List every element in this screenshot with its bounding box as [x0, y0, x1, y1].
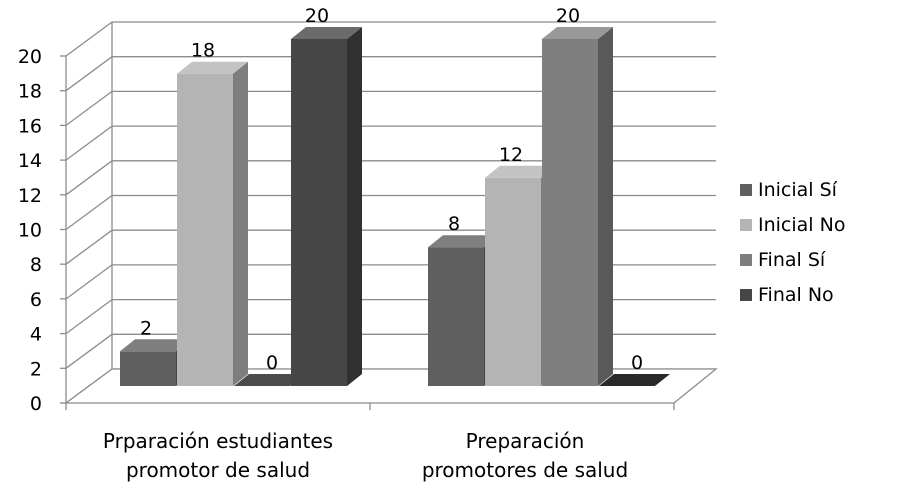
gridline	[65, 298, 716, 335]
legend-item: Final Sí	[740, 242, 845, 277]
legend-label: Inicial Sí	[758, 178, 837, 201]
bar-front	[177, 73, 233, 386]
gridline	[65, 160, 716, 196]
x-category-label: Preparación	[466, 429, 585, 453]
bar-top	[485, 165, 556, 178]
bar-top	[599, 374, 670, 386]
bar-front	[291, 39, 347, 386]
legend-label: Final Sí	[758, 248, 826, 271]
legend-swatch	[740, 288, 752, 301]
bar-front	[120, 351, 176, 386]
y-tick-label: 8	[30, 254, 42, 276]
legend-label: Inicial No	[758, 213, 846, 236]
data-label: 2	[140, 317, 152, 339]
data-label: 18	[191, 40, 215, 62]
y-tick-label: 2	[30, 358, 42, 380]
bar-front	[485, 177, 541, 386]
y-tick-label: 0	[30, 393, 42, 415]
legend-swatch	[740, 183, 752, 196]
bar-top	[120, 339, 191, 352]
legend-item: Inicial Sí	[740, 172, 845, 207]
gridline	[65, 125, 716, 161]
y-tick-label: 18	[18, 81, 42, 103]
legend-item: Final No	[740, 277, 845, 312]
legend-item: Inicial No	[740, 207, 845, 242]
bar-top	[234, 374, 305, 386]
bar-top	[177, 61, 248, 74]
gridline	[65, 229, 716, 265]
y-tick-label: 20	[18, 46, 42, 68]
bar-top	[542, 27, 613, 39]
bar-side	[598, 27, 613, 386]
gridline	[65, 194, 716, 231]
bar-top	[291, 27, 362, 39]
x-category-label: promotores de salud	[422, 458, 628, 482]
data-label: 20	[305, 5, 329, 27]
bar-side	[233, 61, 248, 386]
legend: Inicial Sí Inicial No Final Sí Final No	[740, 172, 845, 312]
y-tick-label: 10	[18, 220, 42, 242]
data-label: 20	[556, 5, 580, 27]
bar-side	[347, 27, 362, 386]
data-label: 0	[631, 352, 643, 374]
x-category-label: promotor de salud	[126, 458, 310, 482]
bar-front	[542, 39, 598, 386]
y-tick-label: 14	[18, 150, 42, 172]
y-tick-label: 16	[18, 115, 42, 137]
legend-swatch	[740, 253, 752, 266]
legend-label: Final No	[758, 283, 834, 306]
gridline	[65, 21, 716, 57]
gridline	[65, 56, 716, 92]
gridline	[65, 90, 716, 126]
legend-swatch	[740, 218, 752, 231]
data-label: 8	[448, 213, 460, 235]
bar-top	[428, 235, 499, 248]
gridline	[65, 264, 716, 300]
y-tick-label: 6	[30, 289, 42, 311]
y-tick-label: 12	[18, 185, 42, 207]
data-label: 0	[266, 352, 278, 374]
x-category-label: Prparación estudiantes	[103, 429, 333, 453]
data-label: 12	[499, 144, 523, 166]
y-tick-label: 4	[30, 324, 42, 346]
bar-front	[428, 247, 484, 386]
